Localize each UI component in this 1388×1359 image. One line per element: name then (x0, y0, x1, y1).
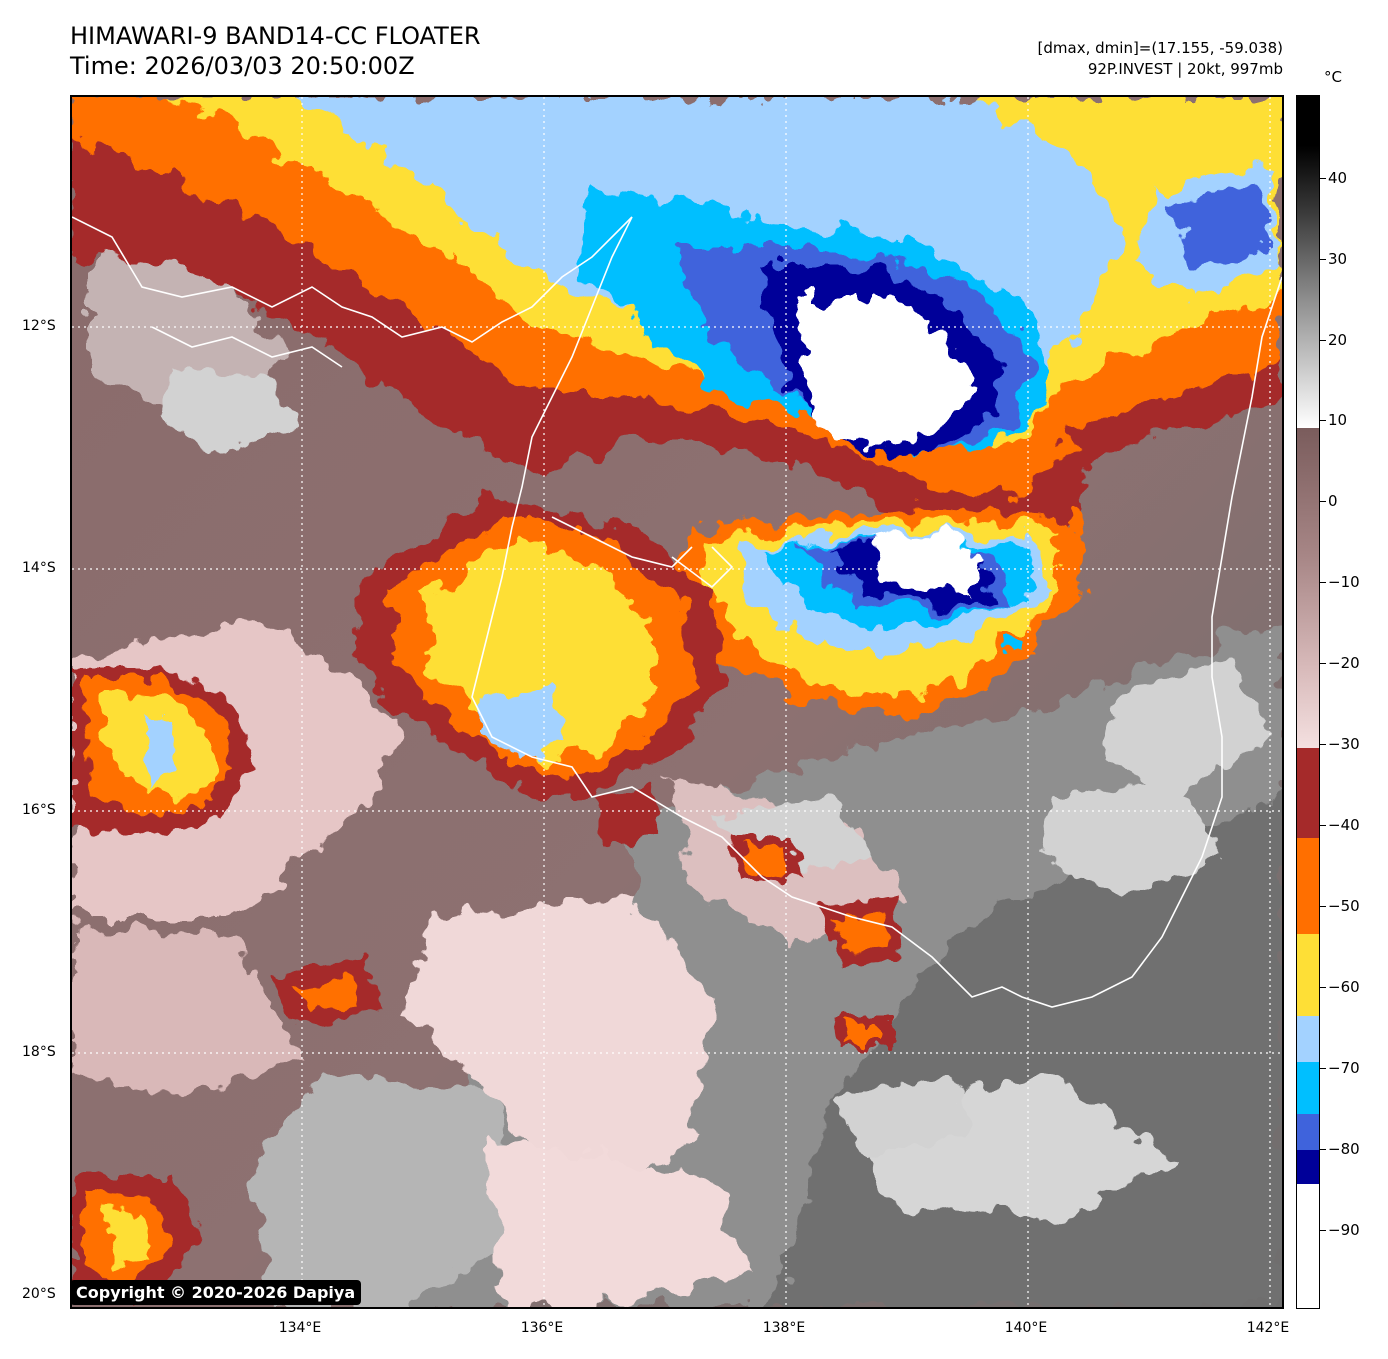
cb-tick (1320, 501, 1326, 502)
cb-label-minus30: −30 (1328, 735, 1360, 753)
colorbar-royal-blue (1297, 1114, 1319, 1150)
cb-tick (1320, 825, 1326, 826)
colorbar-light-blue (1297, 1016, 1319, 1062)
graticule (72, 97, 1282, 1307)
chart-time: Time: 2026/03/03 20:50:00Z (70, 52, 415, 80)
lon-label-138e: 138°E (762, 1320, 806, 1336)
satellite-map[interactable] (70, 95, 1284, 1309)
lon-label-134e: 134°E (278, 1320, 322, 1336)
cb-label-minus40: −40 (1328, 816, 1360, 834)
chart-title: HIMAWARI-9 BAND14-CC FLOATER (70, 22, 481, 50)
cb-label-40: 40 (1328, 169, 1348, 187)
lat-label-12s: 12°S (22, 318, 56, 334)
colorbar-orange (1297, 838, 1319, 934)
copyright-badge: Copyright © 2020-2026 Dapiya (70, 1280, 362, 1305)
cb-tick (1320, 663, 1326, 664)
lon-label-136e: 136°E (520, 1320, 564, 1336)
colorbar-white (1297, 1184, 1319, 1308)
cb-label-minus90: −90 (1328, 1221, 1360, 1239)
lon-label-142e: 142°E (1246, 1320, 1290, 1336)
cb-label-minus70: −70 (1328, 1059, 1360, 1077)
cb-tick (1320, 987, 1326, 988)
cb-label-minus60: −60 (1328, 978, 1360, 996)
cb-tick (1320, 420, 1326, 421)
colorbar-yellow (1297, 934, 1319, 1016)
cb-tick (1320, 1149, 1326, 1150)
cb-label-minus10: −10 (1328, 573, 1360, 591)
colorbar-dark-blue (1297, 1150, 1319, 1184)
cb-label-10: 10 (1328, 411, 1348, 429)
colorbar-unit: °C (1324, 68, 1342, 86)
lat-label-20s: 20°S (22, 1286, 56, 1302)
cb-label-minus80: −80 (1328, 1140, 1360, 1158)
storm-info: 92P.INVEST | 20kt, 997mb (1087, 60, 1283, 78)
coastline (72, 216, 1282, 1008)
cb-tick (1320, 744, 1326, 745)
colorbar-brown-ramp (1297, 428, 1319, 748)
cb-label-0: 0 (1328, 492, 1338, 510)
cb-tick (1320, 259, 1326, 260)
small-cells (72, 632, 1032, 1297)
cloud-cluster-far-west (72, 667, 252, 837)
lat-label-16s: 16°S (22, 802, 56, 818)
cb-tick (1320, 906, 1326, 907)
cb-tick (1320, 178, 1326, 179)
cb-label-30: 30 (1328, 250, 1348, 268)
cloud-shield-north (72, 97, 1282, 567)
cb-tick (1320, 1230, 1326, 1231)
cb-tick (1320, 340, 1326, 341)
data-range-info: [dmax, dmin]=(17.155, -59.038) (1037, 39, 1283, 57)
colorbar-dark-red (1297, 748, 1319, 838)
cb-label-minus50: −50 (1328, 897, 1360, 915)
cb-label-minus20: −20 (1328, 654, 1360, 672)
cb-label-20: 20 (1328, 331, 1348, 349)
cloud-cluster-mid (672, 507, 1082, 717)
lat-label-14s: 14°S (22, 560, 56, 576)
colorbar-gray-ramp (1297, 96, 1319, 428)
colorbar (1296, 95, 1320, 1309)
colorbar-deep-sky (1297, 1062, 1319, 1114)
lat-label-18s: 18°S (22, 1044, 56, 1060)
satellite-imagery (72, 97, 1282, 1307)
cloud-cluster-west (352, 497, 722, 797)
cb-tick (1320, 1068, 1326, 1069)
lon-label-140e: 140°E (1004, 1320, 1048, 1336)
cb-tick (1320, 582, 1326, 583)
